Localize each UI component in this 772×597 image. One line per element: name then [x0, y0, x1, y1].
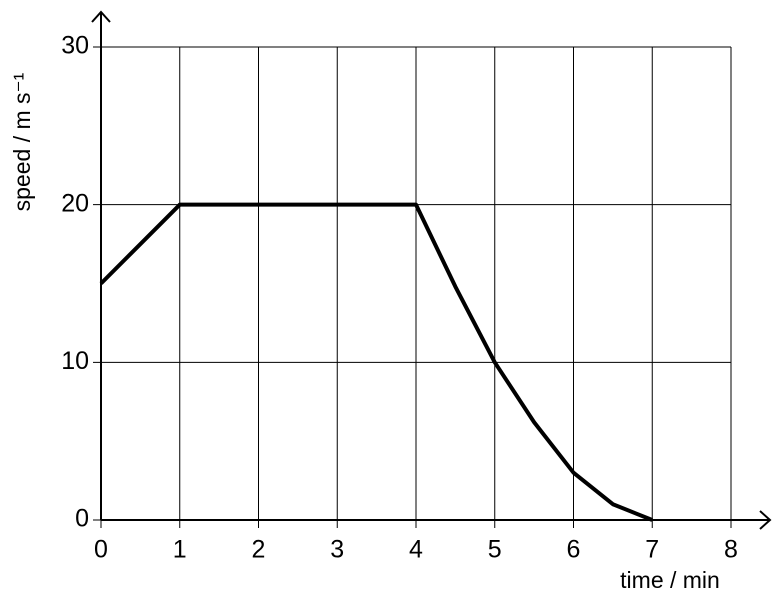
x-tick-label: 8 — [724, 536, 738, 564]
x-tick-label: 1 — [173, 536, 187, 564]
x-tick-label: 0 — [94, 536, 108, 564]
x-axis-label: time / min — [620, 567, 720, 593]
y-tick-label: 10 — [61, 347, 89, 375]
x-tick-label: 7 — [645, 536, 659, 564]
x-tick-label: 6 — [567, 536, 581, 564]
x-tick-label: 5 — [488, 536, 502, 564]
y-tick-label: 0 — [75, 505, 89, 533]
y-tick-label: 20 — [61, 189, 89, 217]
x-tick-label: 4 — [409, 536, 423, 564]
data-line — [99, 202, 653, 522]
x-axis-arrow — [759, 510, 772, 530]
x-tick-label: 2 — [252, 536, 266, 564]
x-tick-label: 3 — [330, 536, 344, 564]
y-axis-arrow — [91, 10, 111, 23]
y-tick-label: 30 — [61, 32, 89, 60]
y-axis-label: speed / m s⁻¹ — [9, 72, 35, 211]
